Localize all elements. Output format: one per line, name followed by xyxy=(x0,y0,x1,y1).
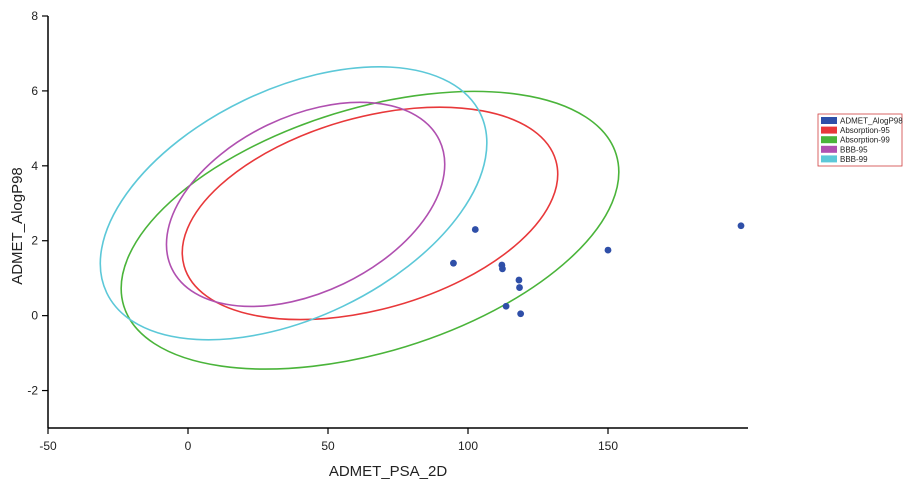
legend-swatch xyxy=(821,136,837,144)
y-tick-label: 2 xyxy=(31,234,38,248)
legend-label: Absorption-99 xyxy=(840,136,890,145)
x-axis-title: ADMET_PSA_2D xyxy=(329,463,448,480)
x-tick-label: -50 xyxy=(39,439,57,453)
legend-label: ADMET_AlogP98 xyxy=(840,117,903,126)
legend-swatch xyxy=(821,117,837,124)
y-tick-label: -2 xyxy=(27,384,38,398)
data-point xyxy=(450,259,457,267)
y-axis-title: ADMET_AlogP98 xyxy=(9,167,26,285)
data-point xyxy=(502,302,510,310)
x-axis-ticks: -50 0 50 100 150 xyxy=(39,428,618,453)
data-point xyxy=(499,265,506,273)
y-tick-label: 6 xyxy=(31,84,38,98)
bbb-99-ellipse xyxy=(99,65,488,341)
legend-label: BBB-95 xyxy=(840,145,868,154)
y-tick-label: 0 xyxy=(31,309,38,323)
absorption-99-ellipse xyxy=(120,90,620,370)
data-point xyxy=(604,246,612,254)
legend-swatch xyxy=(821,126,837,134)
data-point xyxy=(517,310,525,318)
legend-label: Absorption-95 xyxy=(840,126,890,135)
y-tick-label: 8 xyxy=(31,9,38,23)
legend-swatch xyxy=(821,145,837,153)
legend-label: BBB-99 xyxy=(840,155,868,164)
x-tick-label: 0 xyxy=(185,439,192,453)
axes: -50 0 50 100 150 -2 0 2 4 6 8 ADMET_PSA_2D ADMET_… xyxy=(9,9,748,480)
absorption-95-ellipse xyxy=(181,106,559,321)
plot-area xyxy=(99,65,745,370)
data-point xyxy=(471,226,479,233)
legend-swatch xyxy=(821,155,837,163)
x-tick-label: 150 xyxy=(598,439,618,453)
x-tick-label: 50 xyxy=(321,439,335,453)
data-point xyxy=(515,276,523,284)
x-tick-label: 100 xyxy=(458,439,478,453)
legend: ADMET_AlogP98Absorption-95Absorption-99B… xyxy=(817,113,903,167)
y-axis-ticks: -2 0 2 4 6 8 xyxy=(27,9,48,398)
bbb-95-ellipse xyxy=(165,101,446,308)
y-tick-label: 4 xyxy=(31,159,38,173)
data-point xyxy=(737,222,745,230)
data-point xyxy=(516,284,523,291)
